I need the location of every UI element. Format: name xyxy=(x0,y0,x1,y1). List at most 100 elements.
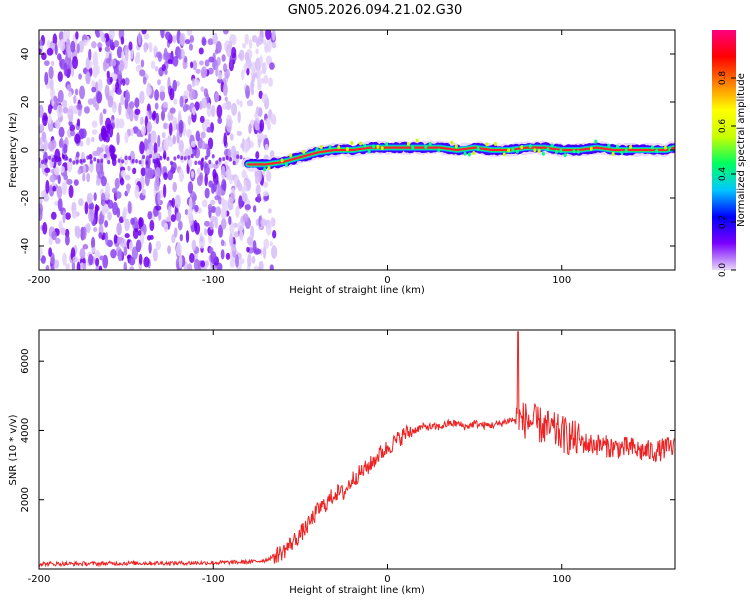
spectrogram-noise-cell xyxy=(264,143,269,151)
spectrogram-noise-cell xyxy=(61,154,65,159)
spectrogram-noise-cell xyxy=(162,101,169,109)
spectrogram-noise-cell xyxy=(104,84,110,98)
spectrogram-band-cell xyxy=(615,144,619,149)
spectrogram-noise-cell xyxy=(169,160,173,166)
spectrogram-noise-cell xyxy=(142,76,147,85)
spectrogram-noise-cell xyxy=(91,236,96,250)
spectrogram-noise-cell xyxy=(66,84,72,92)
spectrogram-band-cell xyxy=(546,147,550,152)
spectrogram-noise-cell xyxy=(140,167,146,177)
spectrogram-noise-cell xyxy=(94,205,100,212)
spectrogram-noise-cell xyxy=(113,40,120,48)
spectrogram-noise-cell xyxy=(157,211,162,221)
spectrogram-band-cell xyxy=(507,148,511,153)
spectrogram-noise-cell xyxy=(58,157,62,162)
spectrogram-noise-cell xyxy=(231,34,237,45)
colorbar-tick-label: 0.8 xyxy=(718,71,728,86)
spectrogram-noise-cell xyxy=(213,172,219,186)
spectrogram-noise-cell xyxy=(131,158,135,164)
spectrogram-noise-cell xyxy=(59,137,64,149)
spectrogram-noise-cell xyxy=(226,118,233,133)
spectrogram-noise-cell xyxy=(203,228,208,236)
spectrogram-noise-cell xyxy=(196,167,201,175)
spectrogram-noise-cell xyxy=(210,251,217,264)
spectrogram-noise-cell xyxy=(86,172,91,183)
spectrogram-noise-cell xyxy=(200,131,206,139)
spectrogram-noise-cell xyxy=(270,216,275,228)
spectrogram-noise-cell xyxy=(57,89,64,103)
spectrogram-noise-cell xyxy=(78,73,82,80)
spectrogram-noise-cell xyxy=(267,122,272,131)
spectrogram-noise-cell xyxy=(229,55,233,68)
spectrogram-noise-cell xyxy=(135,51,141,59)
spectrogram-noise-cell xyxy=(191,78,196,88)
spectrogram-noise-cell xyxy=(246,99,254,107)
spectrogram-noise-cell xyxy=(183,156,187,161)
spectrogram-noise-cell xyxy=(161,131,166,139)
spectrogram-noise-cell xyxy=(117,236,123,244)
spectrogram-band-cell xyxy=(350,141,354,146)
spectrogram-noise-cell xyxy=(266,38,272,53)
spectrogram-band-cell xyxy=(494,141,498,146)
spectrogram-noise-cell xyxy=(136,129,142,138)
spectrogram-noise-cell xyxy=(212,32,218,45)
spectrogram-band-cell xyxy=(424,144,428,149)
spectrogram-noise-cell xyxy=(62,252,67,266)
spectrogram-noise-cell xyxy=(239,258,245,265)
figure-title: GN05.2026.094.21.02.G30 xyxy=(288,3,463,18)
spectrogram-noise-cell xyxy=(67,91,72,98)
colorbar-scale xyxy=(712,30,736,270)
spectrogram-band-cell xyxy=(411,145,415,150)
spectrogram-noise-cell xyxy=(204,173,208,187)
spectrogram-noise-cell xyxy=(251,34,258,43)
spectrogram-noise-cell xyxy=(118,118,125,129)
spectrogram-noise-cell xyxy=(253,265,259,270)
spectrogram-noise-cell xyxy=(229,259,235,268)
spectrogram-noise-cell xyxy=(99,30,103,35)
spectrogram-noise-cell xyxy=(54,119,61,129)
spectrogram-band-cell xyxy=(472,150,476,155)
spectrogram-noise-cell xyxy=(40,255,46,264)
spectrogram-noise-cell xyxy=(232,160,236,166)
spectrogram-noise-cell xyxy=(114,177,120,190)
spectrogram-noise-cell xyxy=(74,88,79,96)
spectrogram-noise-cell xyxy=(239,100,243,108)
spectrogram-band-cell xyxy=(385,142,389,147)
spectrogram-noise-cell xyxy=(116,222,122,236)
spectrogram-noise-cell xyxy=(93,226,98,233)
spectrogram-band-cell xyxy=(528,144,532,149)
spectrogram-noise-cell xyxy=(171,233,176,244)
spectrogram-noise-cell xyxy=(129,101,135,110)
snr-frame xyxy=(38,329,676,570)
spectrogram-noise-cell xyxy=(139,141,145,155)
spectrogram-noise-cell xyxy=(45,264,50,270)
spectrogram-noise-cell xyxy=(66,30,71,41)
spectrogram-noise-cell xyxy=(39,197,43,205)
spectrogram-noise-cell xyxy=(199,60,204,66)
spectrogram-noise-cell xyxy=(204,59,210,67)
spectrogram-noise-cell xyxy=(266,222,272,236)
spectrogram-noise-cell xyxy=(135,239,142,253)
snr-y-tick-label: 4000 xyxy=(20,418,31,443)
spectrogram-noise-cell xyxy=(246,179,252,191)
spectrogram-noise-cell xyxy=(88,48,92,61)
spectrogram-band-cell xyxy=(363,143,367,148)
spectrogram-noise-cell xyxy=(94,102,99,111)
spectrogram-noise-cell xyxy=(145,160,149,165)
spectrogram-noise-cell xyxy=(65,263,70,270)
spectrogram-noise-cell xyxy=(165,216,172,222)
spectrogram-noise-cell xyxy=(48,236,53,246)
spectrogram-noise-cell xyxy=(263,74,269,85)
spectrogram-band-cell xyxy=(367,149,371,154)
spectrogram-noise-cell xyxy=(46,47,54,56)
spectrogram-band-cell xyxy=(572,149,576,154)
spectrogram-x-tick-label: 100 xyxy=(552,275,571,286)
spectrogram-noise-cell xyxy=(86,192,93,204)
spectrogram-noise-cell xyxy=(209,199,216,206)
spectrogram-noise-cell xyxy=(269,241,274,247)
spectrogram-noise-cell xyxy=(222,102,227,110)
spectrogram-noise-cell xyxy=(124,174,131,181)
spectrogram-noise-cell xyxy=(122,78,126,86)
spectrogram-noise-cell xyxy=(194,101,200,111)
spectrogram-noise-cell xyxy=(244,33,249,45)
